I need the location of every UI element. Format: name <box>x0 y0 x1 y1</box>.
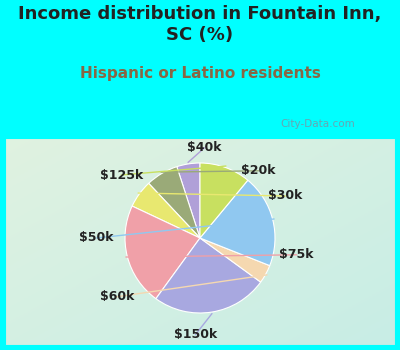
Text: $40k: $40k <box>187 141 222 154</box>
Text: $75k: $75k <box>280 248 314 261</box>
Text: Income distribution in Fountain Inn,
SC (%): Income distribution in Fountain Inn, SC … <box>18 5 382 44</box>
Text: City-Data.com: City-Data.com <box>280 119 355 129</box>
Wedge shape <box>200 238 270 282</box>
Text: $60k: $60k <box>100 290 134 303</box>
Wedge shape <box>149 167 200 238</box>
Text: $30k: $30k <box>268 189 303 203</box>
Wedge shape <box>125 206 200 299</box>
Wedge shape <box>200 180 275 266</box>
Text: $150k: $150k <box>174 328 217 341</box>
Text: Hispanic or Latino residents: Hispanic or Latino residents <box>80 66 320 81</box>
Wedge shape <box>200 163 248 238</box>
Text: $20k: $20k <box>241 164 276 177</box>
Text: $50k: $50k <box>79 231 114 245</box>
Wedge shape <box>132 183 200 238</box>
Wedge shape <box>156 238 261 313</box>
Text: $125k: $125k <box>100 168 143 182</box>
Wedge shape <box>177 163 200 238</box>
